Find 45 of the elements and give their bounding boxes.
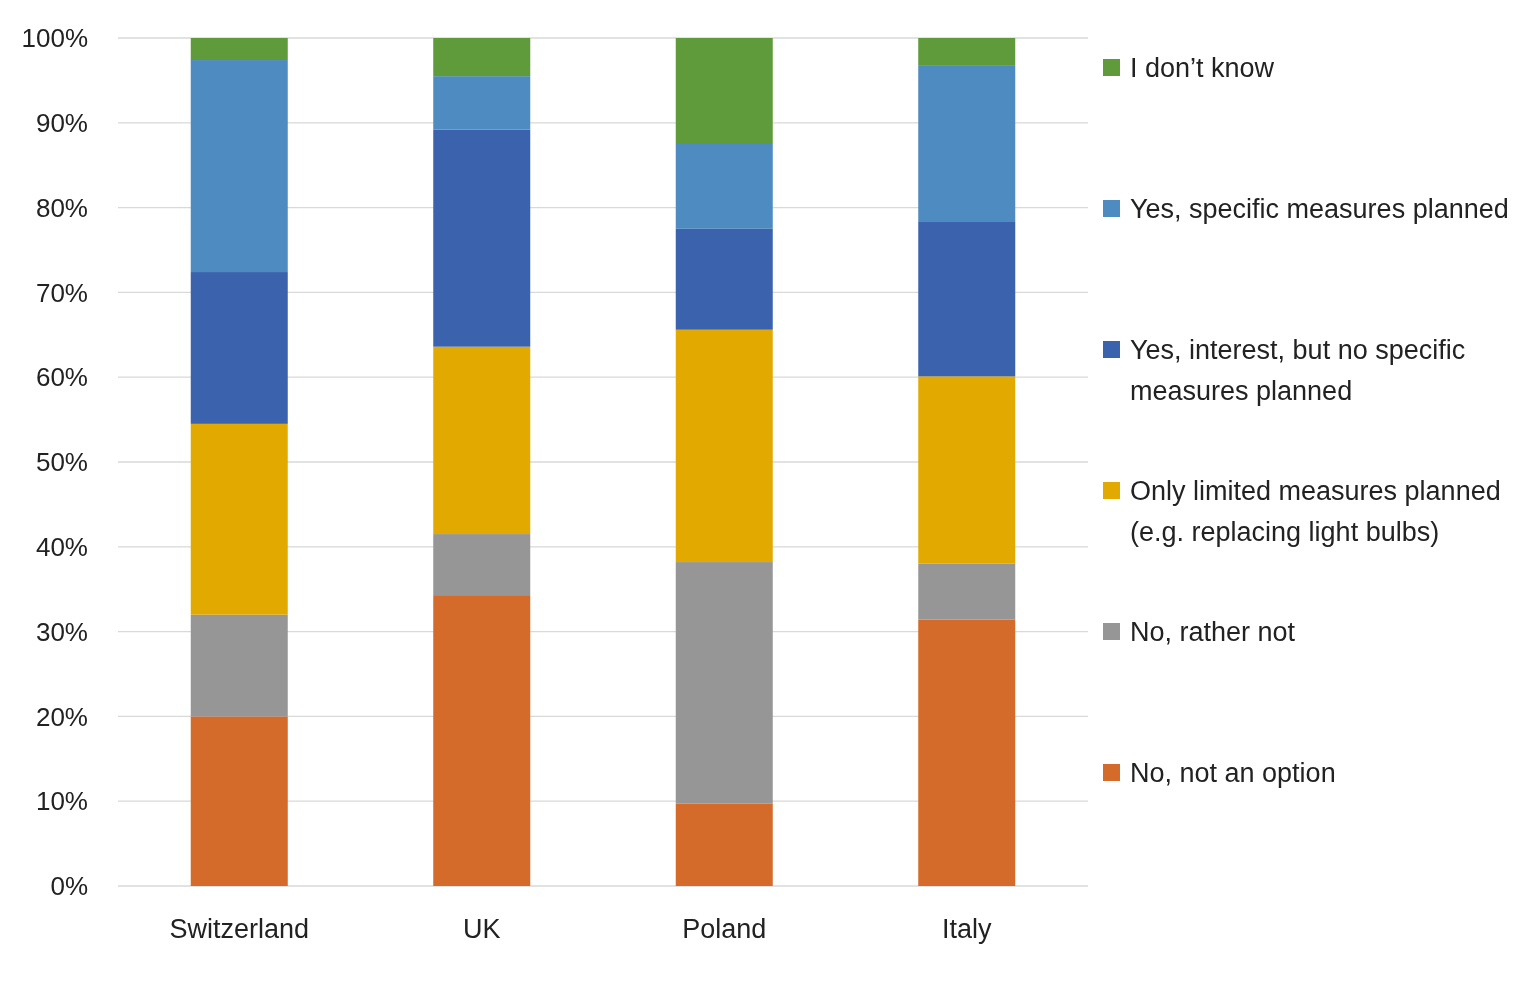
bar xyxy=(190,272,288,424)
bar xyxy=(675,228,773,330)
bar xyxy=(190,614,288,717)
bar xyxy=(675,803,773,886)
y-tick-label: 20% xyxy=(35,701,88,732)
y-tick-label: 80% xyxy=(35,192,88,223)
bar xyxy=(433,129,531,347)
legend-label: No, not an option xyxy=(1130,758,1336,789)
bar xyxy=(918,65,1016,223)
bar xyxy=(433,595,531,886)
bar xyxy=(675,38,773,144)
bar xyxy=(675,144,773,229)
bar xyxy=(190,60,288,273)
bar xyxy=(918,619,1016,886)
y-tick-label: 40% xyxy=(35,531,88,562)
bar xyxy=(918,38,1016,66)
y-tick-label: 30% xyxy=(35,616,88,647)
legend-label: Yes, interest, but no specific measures planned xyxy=(1130,335,1466,406)
legend-label: Only limited measures planned (e.g. replacing light bulbs) xyxy=(1130,476,1501,547)
y-tick-label: 100% xyxy=(21,23,88,54)
bar xyxy=(433,76,531,130)
legend-label: Yes, specific measures planned xyxy=(1130,194,1509,225)
y-tick-label: 60% xyxy=(35,362,88,393)
x-tick-label: Italy xyxy=(941,914,992,944)
bar xyxy=(918,376,1016,564)
y-tick-label: 0% xyxy=(50,871,88,902)
y-tick-label: 90% xyxy=(35,107,88,138)
x-tick-label: Switzerland xyxy=(169,914,310,944)
legend-label: I don’t know xyxy=(1130,53,1275,84)
bar xyxy=(433,38,531,77)
y-tick-label: 70% xyxy=(35,277,88,308)
bar xyxy=(675,329,773,563)
bar xyxy=(433,346,531,535)
y-tick-label: 50% xyxy=(35,447,88,478)
bar xyxy=(918,222,1016,377)
bar xyxy=(675,562,773,804)
x-tick-label: UK xyxy=(462,914,501,944)
bar xyxy=(190,38,288,61)
bar xyxy=(190,423,288,615)
x-tick-label: Poland xyxy=(682,914,767,944)
y-tick-label: 10% xyxy=(35,786,88,817)
bar xyxy=(433,534,531,596)
bar xyxy=(190,716,288,886)
bar xyxy=(918,563,1016,620)
legend-label: No, rather not xyxy=(1130,617,1296,648)
